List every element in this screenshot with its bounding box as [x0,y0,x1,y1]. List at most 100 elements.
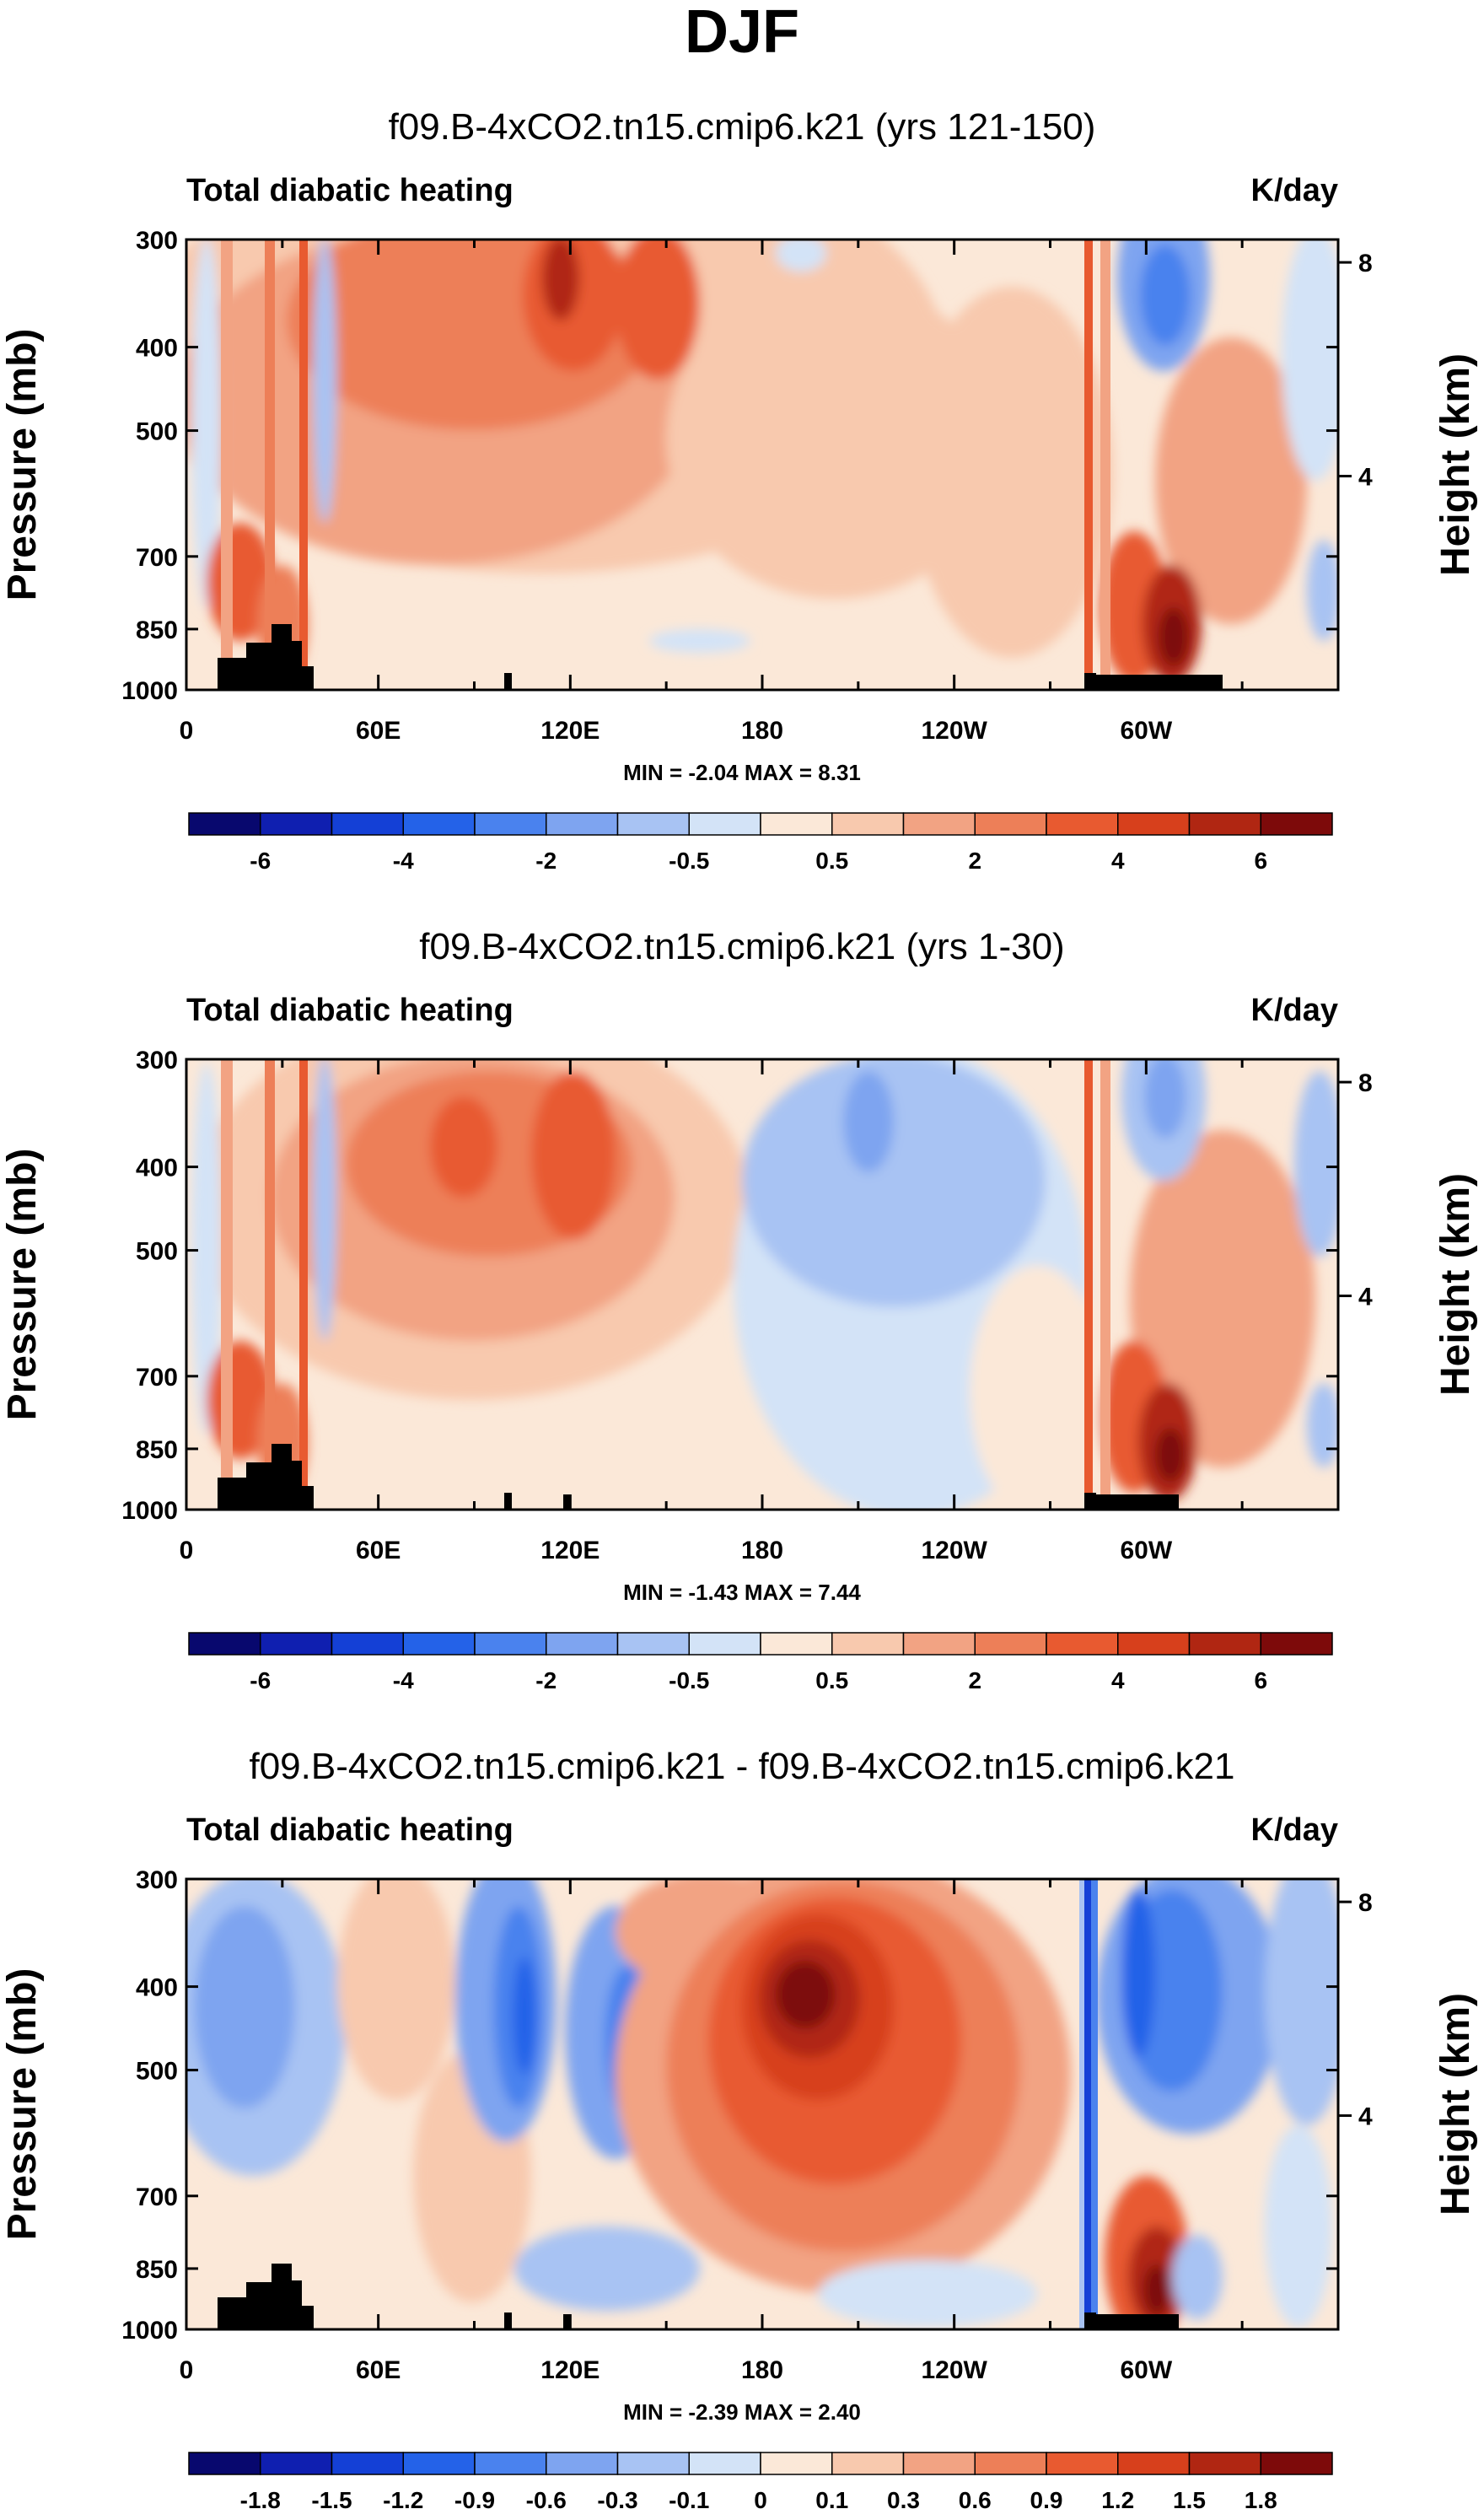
panel-3-colorbar-box [546,2452,619,2475]
panel-2-y-tick: 850 [136,1436,178,1464]
panel-1-title: f09.B-4xCO2.tn15.cmip6.k21 (yrs 121-150) [389,106,1096,148]
panel-2-colorbar [188,1632,1333,1656]
panel-1-x-tick: 120W [921,717,987,745]
panel-2-colorbar-label: -6 [250,1667,271,1693]
panel-3-x-tick: 60W [1120,2356,1172,2384]
panel-1-streaks [221,240,1110,690]
panel-3-colorbar-box [616,2452,690,2475]
panel-3: f09.B-4xCO2.tn15.cmip6.k21 - f09.B-4xCO2… [0,1746,1478,2509]
panel-2-colorbar-label: 4 [1111,1667,1125,1693]
panel-1-colorbar-box [974,812,1047,836]
panel-3-colorbar-box [974,2452,1047,2475]
panel-2-terrain-andes [1084,1493,1179,1510]
panel-2-colorbar-box [831,1632,905,1656]
panel-3-x-ticks: 0 60E 120E 180 120W 60W [180,2356,1173,2384]
panel-2-colorbar-box [474,1632,547,1656]
figure-title: DJF [685,0,799,66]
panel-1-x-tick: 60E [356,717,401,745]
panel-1-colorbar-label: 2 [968,848,981,874]
panel-1-colorbar-label: 4 [1111,848,1125,874]
panel-3-terrain-islands [504,2312,512,2329]
panel-2-height-ticks: 8 4 [1358,1069,1373,1311]
panel-1-y-tick: 700 [136,544,178,572]
panel-1-colorbar-box [1260,812,1333,836]
panel-2-colorbar-box [402,1632,476,1656]
panel-3-colorbar-box [760,2452,833,2475]
panel-2-height-tick: 4 [1358,1284,1373,1311]
panel-1-colorbar-box [902,812,976,836]
panel-2-y-tick: 400 [136,1155,178,1182]
panel-1-height-axis-label: Height (km) [1433,353,1478,576]
panel-3-min-max: MIN = -2.39 MAX = 2.40 [623,2399,861,2425]
panel-2-y-tick: 1000 [121,1497,178,1525]
panel-3-terrain-andes [1084,2312,1179,2329]
panel-2-x-tick: 0 [180,1537,194,1564]
panel-1-units-label: K/day [1251,173,1338,208]
panel-2-colorbar-label: -2 [535,1667,556,1693]
panel-1-colorbar-box [1117,812,1191,836]
panel-3-colorbar-label: -1.8 [240,2487,281,2509]
panel-1-y-tick: 500 [136,418,178,446]
panel-3-y-tick: 1000 [121,2317,178,2345]
panel-2-x-tick: 120E [540,1537,600,1564]
panel-3-height-axis-label: Height (km) [1433,1993,1478,2216]
panel-2-terrain-islands [504,1493,512,1510]
panel-3-left-label: Total diabatic heating [186,1812,513,1848]
panel-1-min-max: MIN = -2.04 MAX = 8.31 [623,760,861,785]
panel-3-colorbar-box [1188,2452,1261,2475]
panel-2-left-label: Total diabatic heating [186,993,513,1028]
panel-3-colorbar-label: -0.9 [454,2487,495,2509]
panel-3-colorbar-box [260,2452,333,2475]
panel-1-colorbar-box [1188,812,1261,836]
panel-2-colorbar-box [1046,1632,1119,1656]
panel-3-colorbar-label: 0.3 [887,2487,920,2509]
panel-1-colorbar-box [188,812,261,836]
panel-2-terrain-africa [218,1444,314,1510]
panel-3-colorbar-box [902,2452,976,2475]
panel-2-colorbar-box [616,1632,690,1656]
panel-3-x-tick: 180 [741,2356,783,2384]
panel-1-colorbar-box [474,812,547,836]
panel-1-colorbar-box [402,812,476,836]
panel-1-y-axis-label: Pressure (mb) [0,329,45,601]
panel-1-colorbar-box [616,812,690,836]
panel-3-colorbar-box [474,2452,547,2475]
panel-3-streaks [1079,1879,1098,2329]
panel-1-colorbar-box [831,812,905,836]
panel-2-x-ticks: 0 60E 120E 180 120W 60W [180,1537,1173,1564]
panel-2: f09.B-4xCO2.tn15.cmip6.k21 (yrs 1-30) To… [0,926,1478,1693]
panel-3-colorbar-label: 0.9 [1030,2487,1063,2509]
panel-3-colorbar-label: 1.2 [1101,2487,1134,2509]
panel-2-colorbar-box [260,1632,333,1656]
panel-1-terrain-africa [218,624,314,690]
panel-3-field [186,1879,1338,2329]
panel-3-colorbar-label: 1.8 [1245,2487,1277,2509]
panel-1-y-tick: 850 [136,616,178,644]
panel-2-y-tick: 700 [136,1364,178,1392]
panel-1-colorbar-label: 6 [1254,848,1267,874]
panel-1-x-ticks: 0 60E 120E 180 120W 60W [180,717,1173,745]
panel-2-x-tick: 120W [921,1537,987,1564]
panel-2-colorbar-labels: -6 -4 -2 -0.5 0.5 2 4 6 [250,1667,1267,1693]
panel-3-colorbar-box [1046,2452,1119,2475]
panel-1-height-tick: 4 [1358,464,1373,492]
panel-3-height-tick: 4 [1358,2103,1373,2131]
panel-3-y-ticks: 300 400 500 700 850 1000 [121,1866,178,2345]
panel-3-plot-area [186,1879,1338,2329]
panel-1-y-tick: 300 [136,227,178,255]
panel-1-colorbar-box [546,812,619,836]
panel-3-y-tick: 300 [136,1866,178,1894]
panel-1-colorbar-box [331,812,404,836]
panel-2-height-tick: 8 [1358,1069,1373,1097]
panel-1-x-tick: 60W [1120,717,1172,745]
panel-3-y-tick: 500 [136,2058,178,2086]
panel-1-colorbar-label: 0.5 [815,848,848,874]
panel-2-x-tick: 60W [1120,1537,1172,1564]
panel-1-x-tick: 180 [741,717,783,745]
panel-3-colorbar-label: -1.2 [383,2487,423,2509]
panel-1-height-ticks: 8 4 [1358,250,1373,491]
panel-2-colorbar-box [688,1632,761,1656]
panel-2-colorbar-label: -4 [393,1667,414,1693]
panel-3-units-label: K/day [1251,1812,1338,1848]
